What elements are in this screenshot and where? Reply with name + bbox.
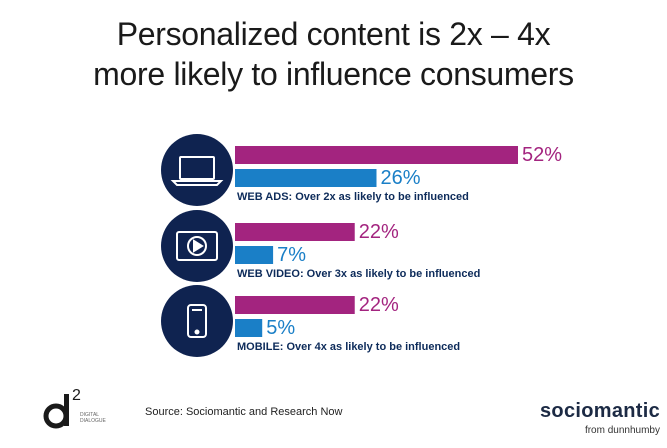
value-label-web-ads-s1: 52%: [522, 144, 562, 166]
icon-circle-web-video: [161, 210, 233, 282]
caption-web-ads: WEB ADS: Over 2x as likely to be influen…: [237, 191, 469, 203]
brand-sub: from dunnhumby: [584, 425, 660, 436]
value-label-web-video-s1: 22%: [359, 221, 399, 243]
bar-web-video-s1: [235, 223, 355, 241]
brand-name: sociomantic: [540, 400, 660, 422]
smartphone-icon: [187, 304, 207, 338]
title-line-2: more likely to influence consumers: [93, 56, 574, 92]
bar-mobile-s1: [235, 296, 355, 314]
value-label-mobile-s2: 5%: [266, 317, 295, 339]
value-label-web-video-s2: 7%: [277, 244, 306, 266]
chart-title: Personalized content is 2x – 4x more lik…: [0, 14, 667, 94]
bar-mobile-s2: [235, 319, 263, 337]
bars-layer: 52% 26% WEB ADS: Over 2x as likely to be i…: [235, 144, 562, 353]
value-label-mobile-s1: 22%: [359, 294, 399, 316]
video-player-icon: [176, 231, 218, 261]
value-label-web-ads-s2: 26%: [381, 167, 421, 189]
digital-dialogue-logo: 2 DIGITAL DIALOGUE: [43, 387, 107, 429]
icons-layer: [161, 134, 233, 357]
title-line-1: Personalized content is 2x – 4x: [116, 16, 551, 52]
bar-web-video-s2: [235, 246, 274, 264]
caption-web-video: WEB VIDEO: Over 3x as likely to be influ…: [237, 268, 480, 280]
logo-superscript: 2: [72, 387, 81, 404]
icon-circle-mobile: [161, 285, 233, 357]
caption-mobile: MOBILE: Over 4x as likely to be influenc…: [237, 341, 460, 353]
sociomantic-logo: sociomantic from dunnhumby: [520, 400, 660, 444]
laptop-icon: [170, 156, 224, 186]
bar-web-ads-s2: [235, 169, 377, 187]
bar-web-ads-s1: [235, 146, 518, 164]
logo-sub-1: DIGITAL: [80, 412, 99, 418]
logo-sub-2: DIALOGUE: [80, 418, 107, 424]
icon-circle-web-ads: [161, 134, 233, 206]
source-note: Source: Sociomantic and Research Now: [145, 406, 343, 418]
